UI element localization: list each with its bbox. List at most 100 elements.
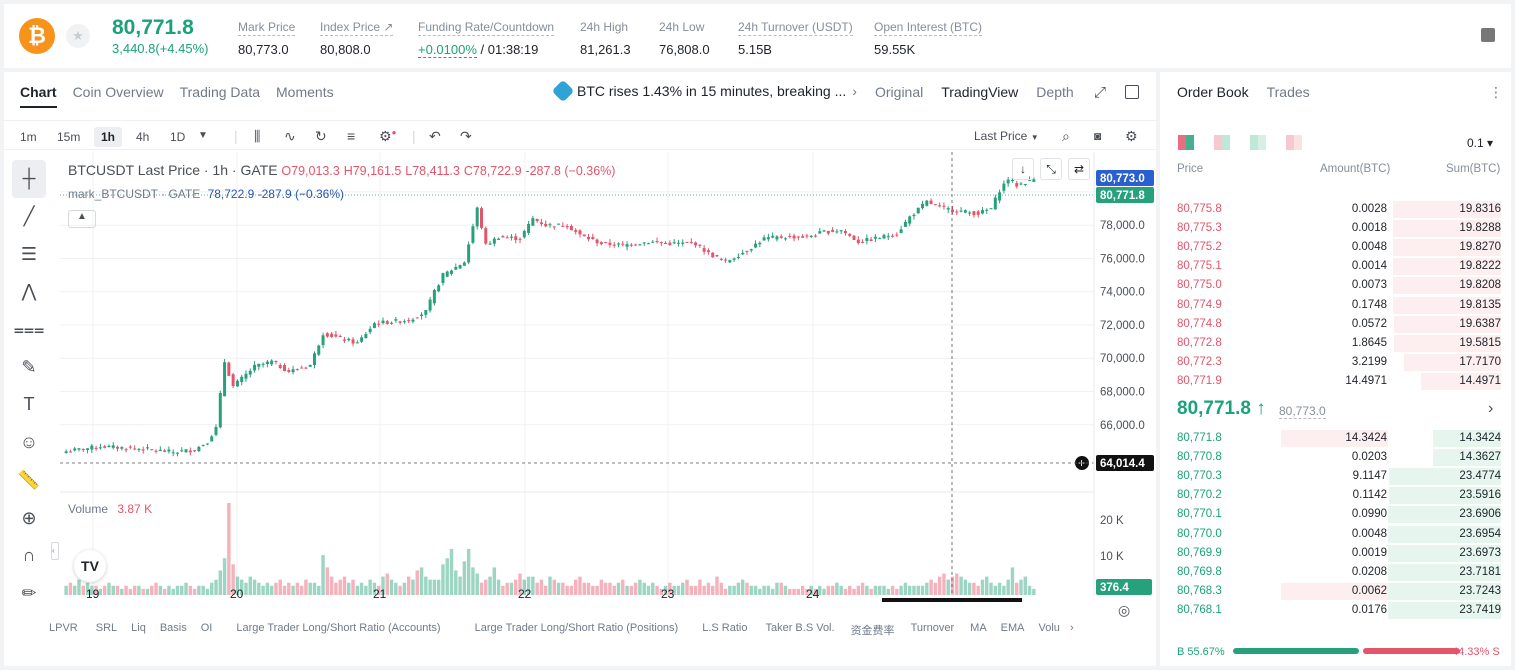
tab-chart[interactable]: Chart (20, 84, 57, 108)
redo-icon[interactable]: ↷ (460, 128, 472, 144)
tab-depth[interactable]: Depth (1036, 84, 1074, 100)
window-icon[interactable] (1125, 85, 1139, 99)
view-bids-icon[interactable] (1250, 135, 1266, 150)
ind-oi[interactable]: OI (200, 622, 213, 634)
refresh-icon[interactable]: ↻ (315, 128, 327, 144)
list-icon[interactable]: ≡ (347, 128, 356, 144)
chevron-right-icon[interactable]: › (1069, 622, 1074, 634)
swap-icon[interactable]: ⇄ (1068, 158, 1090, 180)
more-icon[interactable]: ⋮ (1489, 84, 1503, 100)
tf-4h[interactable]: 4h (136, 130, 150, 144)
ind-turnover[interactable]: Turnover (910, 622, 955, 634)
ask-row[interactable]: 80,775.8 0.0028 19.8316 (1160, 200, 1511, 219)
caret-down-icon[interactable]: ▼ (198, 130, 208, 141)
bid-row[interactable]: 80,770.2 0.1142 23.5916 (1160, 486, 1511, 505)
tab-coin-overview[interactable]: Coin Overview (72, 84, 164, 100)
brush-icon[interactable]: ✎ (21, 356, 37, 377)
ind-ls-positions[interactable]: Large Trader Long/Short Ratio (Positions… (474, 622, 679, 634)
ask-row[interactable]: 80,771.9 14.4971 14.4971 (1160, 372, 1511, 391)
magnet-icon[interactable]: ∩ (22, 545, 36, 566)
bid-row[interactable]: 80,769.8 0.0208 23.7181 (1160, 563, 1511, 582)
ask-row[interactable]: 80,774.8 0.0572 19.6387 (1160, 315, 1511, 334)
view-asks-icon[interactable] (1286, 135, 1302, 150)
ask-row[interactable]: 80,775.0 0.0073 19.8208 (1160, 276, 1511, 295)
crosshair-icon[interactable]: ┼ (12, 160, 46, 198)
candle-body (270, 360, 274, 365)
candles-icon[interactable]: ⫼ (254, 128, 261, 144)
funding-rate-value[interactable]: +0.0100% (418, 42, 477, 58)
ask-row[interactable]: 80,774.9 0.1748 19.8135 (1160, 296, 1511, 315)
zoom-in-icon[interactable]: ⊕ (21, 507, 37, 528)
ruler-icon[interactable]: 📏 (17, 469, 41, 490)
target-icon[interactable]: ◎ (1118, 602, 1131, 618)
news-text[interactable]: BTC rises 1.43% in 15 minutes, breaking … (577, 83, 847, 99)
step-select[interactable]: 0.1 ▾ (1467, 136, 1494, 150)
bid-row[interactable]: 80,769.9 0.0019 23.6973 (1160, 544, 1511, 563)
candle-body (338, 336, 342, 338)
book-icon[interactable] (1481, 28, 1495, 42)
text-tool-icon[interactable]: T (23, 394, 35, 415)
horizontal-lines-icon[interactable]: ☰ (20, 243, 38, 264)
ind-ma[interactable]: MA (970, 622, 987, 634)
chevron-right-icon[interactable]: › (1488, 400, 1494, 417)
view-split-icon[interactable] (1214, 135, 1230, 150)
price-type-select[interactable]: Last Price ▼ (974, 129, 1039, 143)
ind-ls-accounts[interactable]: Large Trader Long/Short Ratio (Accounts) (236, 622, 441, 634)
ask-row[interactable]: 80,775.3 0.0018 19.8288 (1160, 219, 1511, 238)
ask-row[interactable]: 80,775.1 0.0014 19.8222 (1160, 257, 1511, 276)
ind-lpvr[interactable]: LPVR (49, 622, 78, 634)
gear-icon[interactable]: ⚙ (1125, 128, 1138, 144)
trend-line-icon[interactable]: ╱ (23, 206, 35, 227)
undo-icon[interactable]: ↶ (429, 128, 441, 144)
ind-ls-ratio[interactable]: L.S Ratio (702, 622, 748, 634)
tradingview-logo[interactable]: TV (74, 550, 106, 582)
bid-row[interactable]: 80,770.3 9.1147 23.4774 (1160, 467, 1511, 486)
tab-tradingview[interactable]: TradingView (941, 84, 1019, 100)
news-ticker[interactable]: BTC rises 1.43% in 15 minutes, breaking … (551, 79, 857, 103)
ind-funding[interactable]: 资金费率 (850, 625, 895, 637)
ask-row[interactable]: 80,772.8 1.8645 19.5815 (1160, 334, 1511, 353)
ind-volume[interactable]: Volu (1038, 622, 1060, 634)
pencil-icon[interactable]: ✏ (21, 582, 37, 603)
arrow-down-icon[interactable]: ↓ (1012, 158, 1034, 180)
fib-icon[interactable]: ⩶ (13, 319, 45, 340)
index-price-stat[interactable]: Index Price ↗ 80,808.0 (320, 20, 394, 57)
collapse-sidebar-button[interactable]: ‹ (51, 542, 59, 560)
expand-icon[interactable]: ⤢ (1094, 84, 1107, 101)
ind-srl[interactable]: SRL (95, 622, 118, 634)
settings-dot-icon[interactable]: ⚙● (379, 128, 397, 144)
ask-row[interactable]: 80,772.3 3.2199 17.7170 (1160, 353, 1511, 372)
bid-row[interactable]: 80,771.8 14.3424 14.3424 (1160, 429, 1511, 448)
bid-row[interactable]: 80,768.1 0.0176 23.7419 (1160, 601, 1511, 620)
tf-1d[interactable]: 1D (170, 130, 186, 144)
ind-basis[interactable]: Basis (159, 622, 187, 634)
camera-icon[interactable]: ◙ (1094, 129, 1102, 143)
tf-15m[interactable]: 15m (57, 130, 81, 144)
ask-row[interactable]: 80,775.2 0.0048 19.8270 (1160, 238, 1511, 257)
candle-body (535, 218, 539, 221)
ind-ema[interactable]: EMA (1000, 622, 1025, 634)
candle-body (180, 450, 184, 452)
view-both-icon[interactable] (1178, 135, 1194, 150)
tab-order-book[interactable]: Order Book (1177, 84, 1249, 100)
compress-icon[interactable]: ⤡ (1040, 158, 1062, 180)
tab-trades[interactable]: Trades (1266, 84, 1310, 100)
emoji-icon[interactable]: ☺ (19, 432, 39, 453)
favorite-star-icon[interactable]: ★ (66, 24, 90, 48)
bid-row[interactable]: 80,768.3 0.0062 23.7243 (1160, 582, 1511, 601)
pattern-icon[interactable]: ⋀ (21, 281, 37, 302)
ind-taker-vol[interactable]: Taker B.S Vol. (765, 622, 835, 634)
tf-1h[interactable]: 1h (94, 127, 123, 147)
tab-original[interactable]: Original (875, 84, 924, 100)
search-icon[interactable]: ⌕ (1062, 128, 1070, 144)
bid-row[interactable]: 80,770.0 0.0048 23.6954 (1160, 525, 1511, 544)
collapse-legend-button[interactable]: ▲ (68, 210, 96, 228)
candlestick-chart[interactable]: 80,000.078,000.076,000.074,000.072,000.0… (4, 152, 1156, 602)
tab-moments[interactable]: Moments (276, 84, 334, 100)
indicators-icon[interactable]: ∿ (284, 128, 296, 144)
tf-1m[interactable]: 1m (20, 130, 37, 144)
bid-row[interactable]: 80,770.1 0.0990 23.6906 (1160, 505, 1511, 524)
bid-row[interactable]: 80,770.8 0.0203 14.3627 (1160, 448, 1511, 467)
tab-trading-data[interactable]: Trading Data (179, 84, 261, 100)
ind-liq[interactable]: Liq (131, 622, 146, 634)
